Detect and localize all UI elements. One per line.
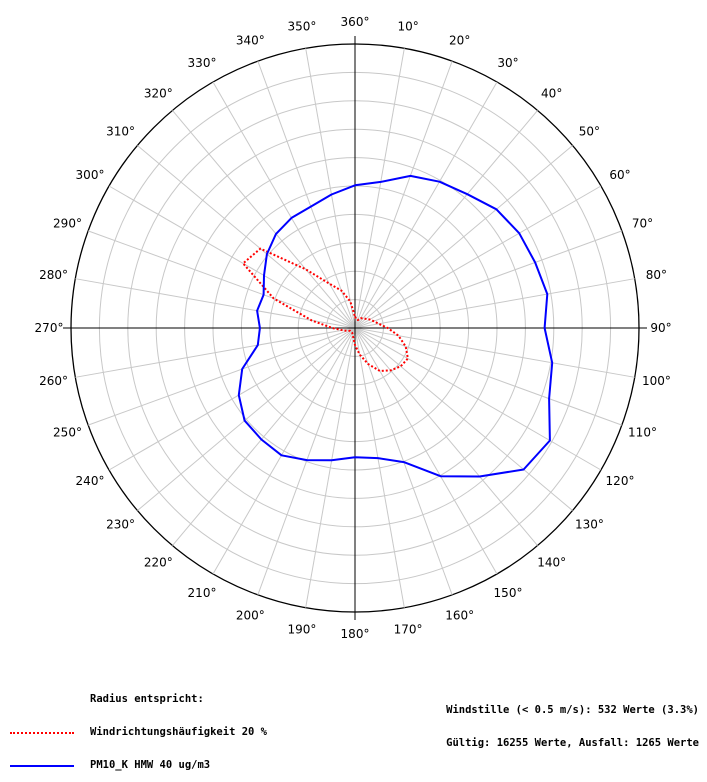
grid-spoke (354, 145, 573, 329)
grid-spoke (257, 60, 356, 329)
angle-tick-label: 30° (497, 56, 518, 70)
angle-tick-label: 120° (606, 474, 635, 488)
angle-tick-label: 310° (106, 124, 135, 138)
angle-tick-label: 10° (397, 20, 418, 34)
angle-tick-label: 170° (394, 622, 423, 636)
angle-tick-label: 190° (287, 622, 316, 636)
legend-label-pm10: PM10_K HMW 40 ug/m3 (90, 759, 211, 771)
angle-tick-label: 180° (341, 627, 370, 641)
grid-spoke (137, 327, 356, 511)
angle-tick-label: 50° (579, 124, 600, 138)
grid-spoke (212, 81, 356, 329)
grid-spoke (172, 327, 356, 546)
angle-tick-label: 340° (236, 34, 265, 48)
angle-tick-label: 290° (53, 216, 82, 230)
grid-spoke (212, 327, 356, 575)
grid-spoke (354, 110, 538, 329)
grid-spoke (305, 327, 356, 608)
grid-spoke (354, 185, 602, 329)
grid-spoke (354, 327, 635, 378)
grid-spoke (172, 110, 356, 329)
legend-item-pm10: PM10_K HMW 40 ug/m3 (10, 760, 267, 771)
grid-spoke (108, 327, 356, 471)
grid-spoke (305, 48, 356, 329)
polar-chart: 360° 10° 20° 30° 40° 50° 60° 70° 80° 90° 100° 110° 1… (35, 15, 672, 641)
angle-tick-label: 350° (287, 20, 316, 34)
legend: Radius entspricht: Windrichtungshäufigke… (10, 672, 267, 782)
grid-spoke (354, 327, 538, 546)
grid-spoke (257, 327, 356, 596)
grid-spoke (354, 48, 405, 329)
angle-tick-label: 210° (188, 586, 217, 600)
angle-tick-label: 110° (628, 426, 657, 440)
grid-spoke (87, 327, 356, 426)
calm-stats: Windstille (< 0.5 m/s): 532 Werte (3.3%) (446, 704, 699, 716)
angle-tick-label: 90° (650, 321, 671, 335)
grid-spoke (354, 230, 623, 329)
legend-label-wind: Windrichtungshäufigkeit 20 % (90, 726, 268, 738)
angle-tick-label: 160° (445, 609, 474, 623)
angle-tick-label: 320° (144, 87, 173, 101)
angle-tick-label: 20° (449, 34, 470, 48)
grid-spoke (354, 327, 623, 426)
wind-frequency-series (242, 247, 409, 372)
angle-tick-label: 200° (236, 609, 265, 623)
grid-spoke (137, 145, 356, 329)
angle-tick-label: 330° (188, 56, 217, 70)
legend-item-wind: Windrichtungshäufigkeit 20 % (10, 727, 267, 738)
angle-tick-label: 80° (646, 268, 667, 282)
angle-tick-label: 240° (76, 474, 105, 488)
grid-spoke (354, 327, 498, 575)
grid-spoke (354, 278, 635, 329)
legend-swatch-pm10 (10, 764, 74, 767)
angle-tick-label: 260° (39, 374, 68, 388)
angle-tick-label: 220° (144, 555, 173, 569)
stats-block: Windstille (< 0.5 m/s): 532 Werte (3.3%)… (446, 683, 699, 760)
grid-spoke (354, 81, 498, 329)
angle-tick-label: 280° (39, 268, 68, 282)
angle-tick-labels: 360° 10° 20° 30° 40° 50° 60° 70° 80° 90° 100° 110° 1… (35, 15, 672, 641)
legend-heading: Radius entspricht: (90, 693, 204, 705)
angle-tick-label: 130° (575, 518, 604, 532)
angle-tick-label: 70° (632, 216, 653, 230)
grid-spoke (75, 278, 356, 329)
angle-tick-label: 300° (76, 168, 105, 182)
grid-spoke (354, 327, 573, 511)
angle-tick-label: 270° (35, 321, 64, 335)
angle-tick-label: 360° (341, 15, 370, 29)
angle-tick-label: 40° (541, 87, 562, 101)
polar-axes (63, 36, 647, 620)
validity-stats: Gültig: 16255 Werte, Ausfall: 1265 Werte (446, 737, 699, 749)
angle-tick-label: 60° (609, 168, 630, 182)
angle-tick-label: 150° (494, 586, 523, 600)
grid-spoke (354, 327, 405, 608)
angle-tick-label: 250° (53, 426, 82, 440)
grid-spoke (354, 60, 453, 329)
grid-spoke (354, 327, 602, 471)
angle-tick-label: 100° (642, 374, 671, 388)
data-series (237, 174, 554, 478)
legend-swatch-wind (10, 731, 74, 734)
grid-spoke (87, 230, 356, 329)
pm10-series (237, 174, 554, 478)
grid-spoke (108, 185, 356, 329)
angle-tick-label: 140° (537, 555, 566, 569)
angle-tick-label: 230° (106, 518, 135, 532)
grid-spoke (75, 327, 356, 378)
